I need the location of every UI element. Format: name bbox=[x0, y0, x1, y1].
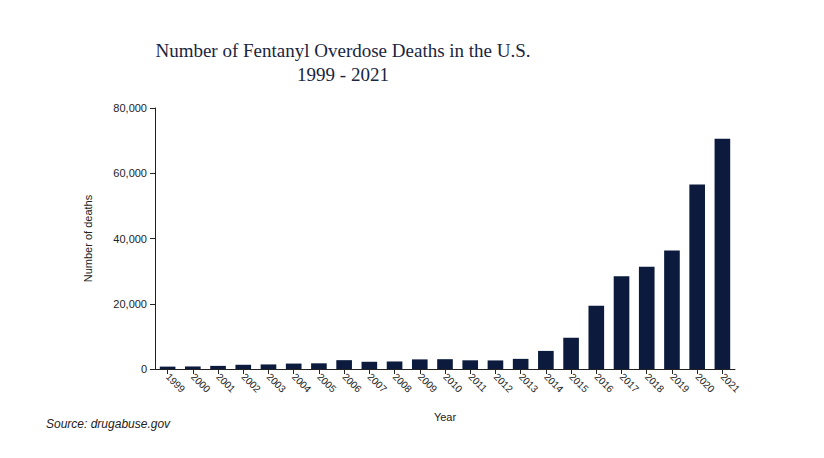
svg-text:0: 0 bbox=[141, 363, 147, 375]
svg-text:2021: 2021 bbox=[719, 371, 743, 395]
svg-text:2014: 2014 bbox=[542, 371, 566, 395]
svg-text:2009: 2009 bbox=[416, 371, 440, 395]
svg-text:Number of deaths: Number of deaths bbox=[82, 194, 94, 282]
svg-text:60,000: 60,000 bbox=[113, 167, 147, 179]
svg-text:2020: 2020 bbox=[693, 371, 717, 395]
svg-text:2019: 2019 bbox=[668, 371, 692, 395]
svg-text:2013: 2013 bbox=[517, 371, 541, 395]
svg-text:1999: 1999 bbox=[164, 371, 188, 395]
svg-text:2004: 2004 bbox=[290, 371, 314, 395]
svg-text:Number of Fentanyl Overdose De: Number of Fentanyl Overdose Deaths in th… bbox=[155, 40, 530, 61]
svg-text:40,000: 40,000 bbox=[113, 233, 147, 245]
svg-text:2008: 2008 bbox=[391, 371, 415, 395]
svg-text:2006: 2006 bbox=[340, 371, 364, 395]
svg-text:2011: 2011 bbox=[466, 371, 489, 394]
svg-text:2005: 2005 bbox=[315, 371, 339, 395]
svg-text:20,000: 20,000 bbox=[113, 298, 147, 310]
svg-text:Year: Year bbox=[434, 411, 457, 423]
svg-text:2017: 2017 bbox=[618, 371, 642, 395]
svg-text:2018: 2018 bbox=[643, 371, 667, 395]
svg-text:2007: 2007 bbox=[365, 371, 389, 395]
svg-text:2002: 2002 bbox=[239, 371, 263, 395]
svg-text:2001: 2001 bbox=[214, 371, 238, 395]
svg-text:Source: drugabuse.gov: Source: drugabuse.gov bbox=[46, 417, 171, 431]
svg-text:2010: 2010 bbox=[441, 371, 465, 395]
svg-text:2000: 2000 bbox=[189, 371, 213, 395]
svg-text:80,000: 80,000 bbox=[113, 102, 147, 114]
svg-text:1999 - 2021: 1999 - 2021 bbox=[297, 64, 389, 85]
svg-text:2015: 2015 bbox=[567, 371, 591, 395]
svg-text:2003: 2003 bbox=[265, 371, 289, 395]
svg-text:2016: 2016 bbox=[592, 371, 616, 395]
svg-text:2012: 2012 bbox=[492, 371, 516, 395]
